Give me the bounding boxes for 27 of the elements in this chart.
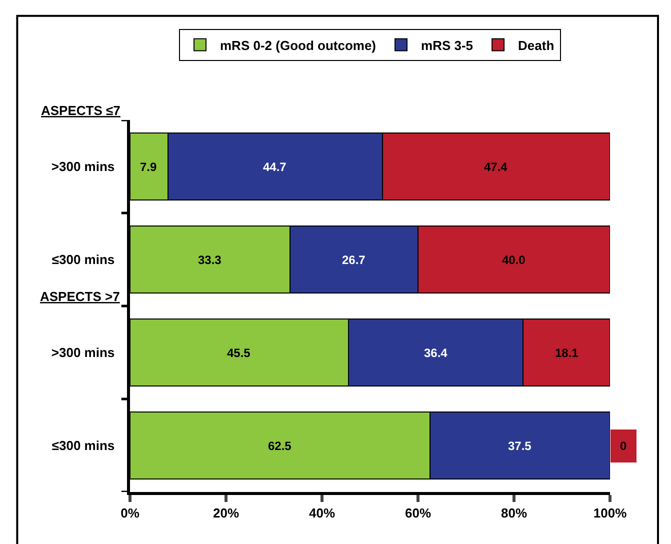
x-tick-label: 100% [593, 505, 628, 520]
data-label: 62.5 [268, 439, 292, 453]
x-tick-label: 0% [120, 505, 140, 520]
x-tick-label: 20% [212, 505, 240, 520]
y-tick-label: ≤300 mins [52, 438, 115, 454]
x-tick-label: 80% [500, 505, 528, 520]
legend-label: mRS 3-5 [421, 38, 474, 53]
legend-label: Death [518, 38, 554, 53]
data-label: 26.7 [342, 253, 366, 267]
text: ASPECTS >7 [40, 289, 120, 304]
data-label: 44.7 [263, 160, 287, 174]
x-tick-label: 40% [308, 505, 336, 520]
data-label: 33.3 [198, 253, 222, 267]
data-label: 45.5 [227, 346, 251, 360]
legend-label: mRS 0-2 (Good outcome) [220, 38, 376, 53]
data-label: 37.5 [508, 439, 532, 453]
data-label: 36.4 [424, 346, 448, 360]
y-tick-label: >300 mins [51, 159, 115, 174]
data-label: 47.4 [484, 160, 508, 174]
x-tick-label: 60% [404, 505, 432, 520]
y-tick-label: ≤300 mins [52, 252, 115, 268]
data-label: 0 [620, 439, 627, 453]
data-label: 18.1 [555, 346, 579, 360]
data-label: 7.9 [140, 160, 158, 174]
text: ASPECTS ≤7 [41, 103, 120, 118]
y-tick-label: >300 mins [51, 345, 115, 360]
data-label: 40.0 [502, 253, 526, 267]
